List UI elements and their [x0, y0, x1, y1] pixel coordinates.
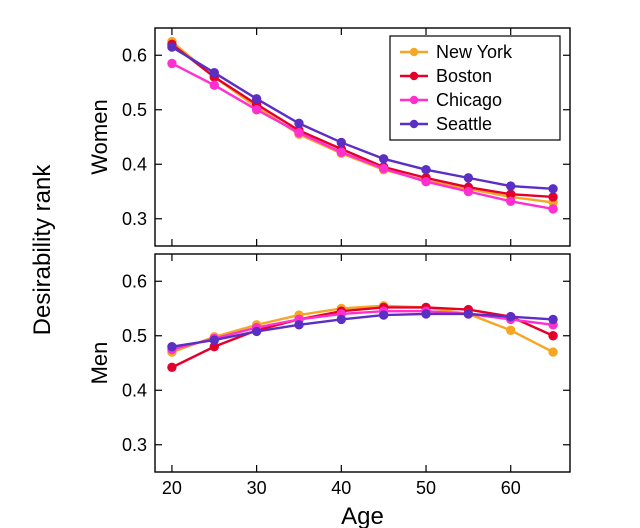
- marker: [507, 312, 515, 320]
- x-tick-label: 30: [247, 478, 267, 498]
- marker: [337, 315, 345, 323]
- chart-svg: 0.3 0.4 0.5 0.6 Women 0.3 0.4 0.5 0.6 20 30 40 50 60 M…: [0, 0, 640, 528]
- marker: [507, 182, 515, 190]
- marker: [337, 138, 345, 146]
- x-tick-label: 50: [416, 478, 436, 498]
- marker: [464, 310, 472, 318]
- marker: [549, 332, 557, 340]
- marker: [295, 128, 303, 136]
- marker: [507, 326, 515, 334]
- y-tick-label: 0.6: [122, 271, 147, 291]
- marker: [337, 148, 345, 156]
- marker: [379, 164, 387, 172]
- legend: New York Boston Chicago Seattle: [390, 36, 560, 140]
- marker: [168, 342, 176, 350]
- marker: [549, 193, 557, 201]
- marker: [422, 310, 430, 318]
- panel-label-women: Women: [87, 99, 112, 174]
- y-tick-label: 0.4: [122, 154, 147, 174]
- panel-label-men: Men: [87, 342, 112, 385]
- marker: [379, 311, 387, 319]
- marker: [422, 177, 430, 185]
- marker: [210, 81, 218, 89]
- x-tick-label: 40: [331, 478, 351, 498]
- y-tick-label: 0.4: [122, 380, 147, 400]
- x-axis-label: Age: [341, 503, 384, 528]
- y-axis-label: Desirability rank: [29, 164, 56, 336]
- legend-item-label: Boston: [436, 66, 492, 86]
- marker: [295, 321, 303, 329]
- y-tick-label: 0.3: [122, 209, 147, 229]
- marker: [464, 174, 472, 182]
- marker: [210, 68, 218, 76]
- y-tick-label: 0.5: [122, 326, 147, 346]
- y-tick-label: 0.5: [122, 100, 147, 120]
- y-tick-label: 0.6: [122, 45, 147, 65]
- marker: [252, 327, 260, 335]
- y-tick-label: 0.3: [122, 435, 147, 455]
- marker: [422, 166, 430, 174]
- marker: [507, 197, 515, 205]
- marker: [168, 43, 176, 51]
- legend-item-label: Seattle: [436, 114, 492, 134]
- marker: [252, 95, 260, 103]
- x-tick-label: 60: [501, 478, 521, 498]
- marker: [379, 155, 387, 163]
- marker: [549, 205, 557, 213]
- legend-item-label: Chicago: [436, 90, 502, 110]
- marker: [549, 348, 557, 356]
- marker: [210, 336, 218, 344]
- marker: [168, 59, 176, 67]
- marker: [168, 363, 176, 371]
- marker: [464, 187, 472, 195]
- x-tick-label: 20: [162, 478, 182, 498]
- marker: [549, 185, 557, 193]
- legend-item-label: New York: [436, 42, 513, 62]
- marker: [295, 119, 303, 127]
- marker: [549, 315, 557, 323]
- chart-container: 0.3 0.4 0.5 0.6 Women 0.3 0.4 0.5 0.6 20 30 40 50 60 M…: [0, 0, 640, 528]
- marker: [252, 106, 260, 114]
